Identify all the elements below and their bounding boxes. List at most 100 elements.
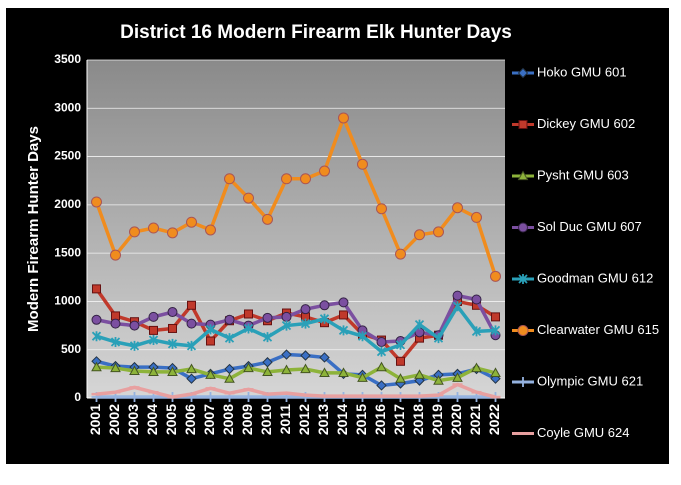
marker — [517, 325, 529, 336]
marker — [376, 336, 387, 347]
marker — [224, 173, 235, 185]
x-tick-label: 2003 — [125, 404, 141, 435]
marker — [452, 392, 463, 403]
marker — [490, 270, 501, 282]
marker — [262, 332, 273, 343]
marker — [243, 192, 254, 204]
marker — [206, 336, 215, 346]
y-tick-label: 1500 — [54, 245, 81, 259]
marker — [471, 294, 482, 305]
legend-label: Pysht GMU 603 — [537, 167, 629, 182]
marker — [129, 320, 140, 331]
x-tick-label: 2004 — [144, 404, 160, 435]
marker — [395, 339, 406, 350]
marker — [243, 392, 254, 403]
marker — [376, 346, 387, 357]
y-tick-label: 0 — [74, 390, 81, 404]
marker — [517, 67, 529, 79]
marker — [205, 392, 216, 403]
marker — [262, 366, 273, 377]
marker — [300, 363, 311, 374]
marker — [148, 366, 159, 377]
x-tick-label: 2014 — [334, 404, 350, 435]
marker — [338, 367, 349, 377]
y-tick-label: 3500 — [54, 52, 81, 66]
marker — [396, 356, 405, 366]
marker — [319, 352, 330, 363]
x-tick-label: 2008 — [220, 404, 236, 435]
marker — [129, 226, 140, 238]
series — [91, 301, 501, 357]
marker — [91, 331, 102, 342]
series-line — [96, 365, 496, 383]
x-tick-label: 2015 — [353, 404, 369, 435]
marker — [319, 165, 330, 177]
marker — [129, 392, 140, 403]
x-tick-label: 2005 — [163, 404, 179, 435]
marker — [129, 340, 140, 351]
marker — [186, 216, 197, 228]
marker — [339, 310, 348, 320]
series-line — [96, 382, 496, 399]
marker — [224, 373, 235, 383]
marker — [91, 361, 102, 372]
marker — [110, 362, 121, 373]
marker — [414, 375, 425, 386]
x-tick-label: 2019 — [429, 404, 445, 435]
marker — [148, 335, 159, 346]
marker — [243, 323, 254, 334]
marker — [518, 222, 528, 233]
series — [91, 361, 501, 385]
marker — [518, 377, 528, 387]
marker — [244, 309, 253, 319]
marker — [357, 158, 368, 170]
legend-label: Hoko GMU 601 — [537, 64, 627, 79]
marker — [167, 366, 178, 377]
marker — [376, 361, 387, 372]
series-line — [95, 304, 496, 354]
y-tick-label: 1000 — [54, 294, 81, 308]
x-tick-label: 2016 — [372, 404, 388, 435]
marker — [338, 325, 349, 336]
legend-label: Sol Duc GMU 607 — [537, 219, 642, 234]
marker — [281, 320, 292, 331]
x-tick-label: 2021 — [467, 404, 483, 435]
marker — [186, 318, 197, 329]
legend-label: Clearwater GMU 615 — [537, 322, 659, 337]
series-line — [95, 287, 497, 364]
series — [92, 284, 500, 366]
marker — [186, 373, 197, 384]
y-tick-label: 500 — [61, 342, 81, 356]
x-tick-label: 2013 — [315, 404, 331, 435]
x-tick-label: 2017 — [391, 404, 407, 435]
marker — [414, 369, 425, 379]
marker — [452, 372, 463, 382]
marker — [224, 314, 235, 325]
marker — [110, 249, 121, 261]
marker — [187, 300, 196, 310]
marker — [168, 323, 177, 333]
legend-label: Goodman GMU 612 — [537, 270, 653, 285]
marker — [167, 307, 178, 318]
x-tick-label: 2012 — [296, 404, 312, 435]
marker — [319, 300, 330, 311]
marker — [414, 229, 425, 241]
legend-label: Olympic GMU 621 — [537, 373, 643, 388]
marker — [224, 333, 235, 344]
marker — [110, 318, 121, 329]
marker — [518, 120, 528, 129]
x-tick-label: 2009 — [239, 404, 255, 435]
marker — [186, 363, 197, 374]
marker — [167, 227, 178, 239]
y-axis-label: Modern Firearm Hunter Days — [25, 126, 42, 332]
y-tick-label: 2000 — [54, 197, 81, 211]
x-tick-label: 2006 — [182, 404, 198, 435]
marker — [91, 314, 102, 325]
marker — [517, 170, 529, 181]
marker — [395, 248, 406, 260]
marker — [149, 325, 158, 335]
legend-label: Coyle GMU 624 — [537, 425, 629, 440]
marker — [452, 202, 463, 214]
marker — [205, 324, 216, 335]
marker — [167, 338, 178, 349]
